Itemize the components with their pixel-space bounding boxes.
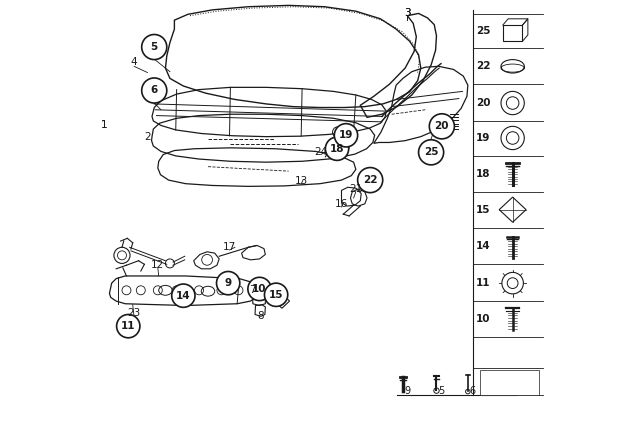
Text: 6: 6 xyxy=(150,86,158,95)
Circle shape xyxy=(248,277,271,301)
Text: 13: 13 xyxy=(294,177,308,186)
Text: 7: 7 xyxy=(250,285,256,295)
Circle shape xyxy=(506,132,519,144)
Text: 21: 21 xyxy=(349,184,362,194)
Text: 22: 22 xyxy=(363,175,378,185)
Text: 3: 3 xyxy=(404,8,411,17)
Circle shape xyxy=(172,284,195,307)
Text: 1: 1 xyxy=(100,121,108,130)
Text: 6: 6 xyxy=(469,386,476,396)
Text: 8: 8 xyxy=(257,311,264,321)
Text: 25: 25 xyxy=(476,26,490,36)
Text: 15: 15 xyxy=(269,290,284,300)
Polygon shape xyxy=(486,379,515,392)
Text: 11: 11 xyxy=(476,278,490,288)
Text: 1: 1 xyxy=(100,121,108,130)
Text: 5: 5 xyxy=(150,42,158,52)
Text: 4: 4 xyxy=(131,57,138,67)
Text: 16: 16 xyxy=(335,199,348,209)
Circle shape xyxy=(325,137,349,160)
Circle shape xyxy=(502,272,524,294)
Circle shape xyxy=(216,271,240,295)
Circle shape xyxy=(419,140,444,165)
Circle shape xyxy=(429,114,454,139)
Circle shape xyxy=(358,168,383,193)
Text: 12: 12 xyxy=(151,260,164,270)
Circle shape xyxy=(264,283,288,306)
Text: 14: 14 xyxy=(476,241,490,251)
Text: 14: 14 xyxy=(176,291,191,301)
Text: 20: 20 xyxy=(476,98,490,108)
Text: 18: 18 xyxy=(330,144,344,154)
Text: 15: 15 xyxy=(476,205,490,215)
Text: 20: 20 xyxy=(435,121,449,131)
Text: 10: 10 xyxy=(476,314,490,324)
Text: 24: 24 xyxy=(314,147,328,157)
Text: 2: 2 xyxy=(144,132,151,142)
Circle shape xyxy=(116,314,140,338)
Text: 3: 3 xyxy=(404,8,411,17)
Text: 11: 11 xyxy=(121,321,136,331)
Circle shape xyxy=(508,278,518,289)
Text: 19: 19 xyxy=(476,133,490,143)
Text: 10: 10 xyxy=(252,284,267,294)
Text: 00150291: 00150291 xyxy=(490,379,529,388)
Text: 9: 9 xyxy=(404,386,410,396)
Circle shape xyxy=(506,97,519,109)
Circle shape xyxy=(141,78,167,103)
Text: 5: 5 xyxy=(438,386,444,396)
Text: 18: 18 xyxy=(476,169,490,179)
Text: 17: 17 xyxy=(223,242,236,252)
Circle shape xyxy=(501,126,524,150)
Text: 25: 25 xyxy=(424,147,438,157)
Text: 19: 19 xyxy=(339,130,353,140)
Text: 22: 22 xyxy=(476,61,490,71)
Circle shape xyxy=(501,91,524,115)
Circle shape xyxy=(334,124,358,147)
Circle shape xyxy=(141,34,167,60)
FancyBboxPatch shape xyxy=(481,370,539,395)
Text: 23: 23 xyxy=(127,308,141,318)
Text: 9: 9 xyxy=(225,278,232,288)
